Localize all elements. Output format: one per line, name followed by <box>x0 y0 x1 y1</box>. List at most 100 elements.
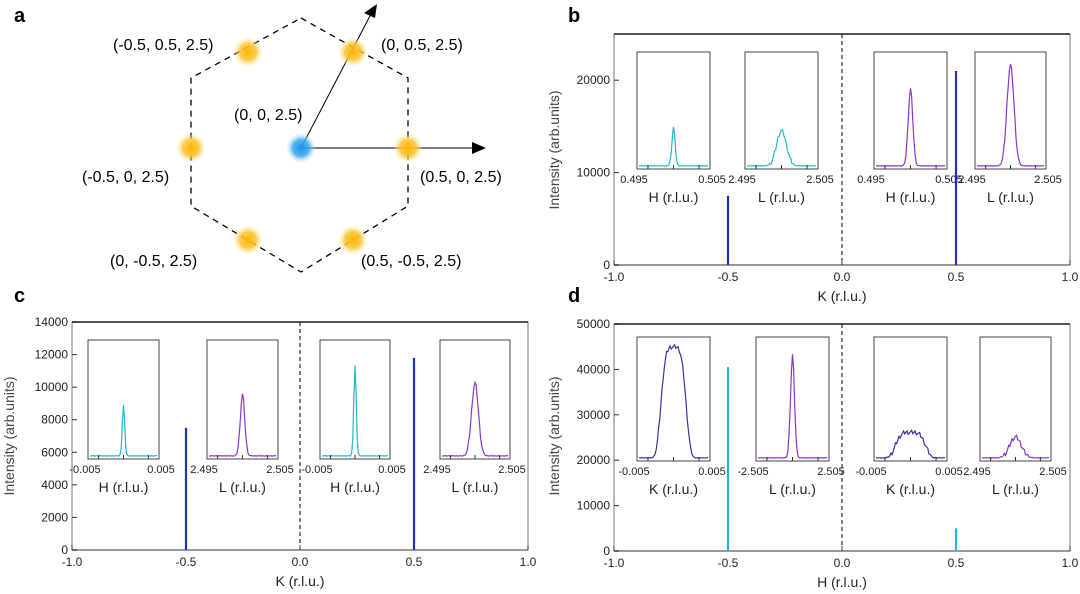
y-axis-label: Intensity (arb.units) <box>546 90 562 209</box>
x-tick-label: -0.5 <box>718 556 739 570</box>
inset-peak-curve <box>982 434 1050 459</box>
x-tick-label: 0.0 <box>834 556 851 570</box>
x-tick-label: 0.0 <box>292 555 309 569</box>
inset-tick-label: 2.495 <box>958 174 986 186</box>
x-axis-label: H (r.l.u.) <box>817 574 867 590</box>
inset-peak-curve <box>977 63 1045 167</box>
y-tick-label: 20000 <box>577 453 611 467</box>
x-axis-label: K (r.l.u.) <box>275 573 324 589</box>
panel-letter-a: a <box>14 5 26 27</box>
inset-frame <box>206 339 279 460</box>
inset-x-label: K (r.l.u.) <box>886 481 935 497</box>
y-tick-label: 4000 <box>41 478 68 492</box>
inset-frame <box>319 339 391 460</box>
inset-tick-label: 2.505 <box>498 464 526 476</box>
inset-x-label: L (r.l.u.) <box>452 479 499 495</box>
y-tick-label: 20000 <box>577 73 611 87</box>
inset-tick-label: 0.005 <box>935 466 963 478</box>
chart-panel-d: -1.0 -0.5 0.0 0.5 1.0 H (r.l.u.) 0 10000 20000 30… <box>546 317 1079 590</box>
x-tick-label: 1.0 <box>1062 556 1079 570</box>
y-axis-label: Intensity (arb.units) <box>546 376 562 495</box>
inset-x-label: H (r.l.u.) <box>886 189 936 205</box>
inset-tick-label: -0.005 <box>855 466 886 478</box>
inset-x-label: H (r.l.u.) <box>649 189 699 205</box>
bragg-spot-origin <box>286 133 316 163</box>
bragg-spot <box>393 133 423 163</box>
inset-peak-curve <box>747 129 817 167</box>
brillouin-hexagon <box>190 17 409 273</box>
inset-peak-curve <box>442 380 509 457</box>
inset-frame <box>873 336 948 462</box>
y-tick-label: 40000 <box>577 362 611 376</box>
axis-arrowhead-horizontal <box>472 142 486 154</box>
inset-x-label: L (r.l.u.) <box>769 481 816 497</box>
inset-x-label: L (r.l.u.) <box>987 189 1034 205</box>
inset-tick-label: 2.505 <box>817 466 845 478</box>
y-tick-label: 0 <box>61 543 68 557</box>
inset-peak-curve <box>639 343 709 459</box>
y-tick-label: 0 <box>603 258 610 272</box>
bragg-spot <box>338 37 368 67</box>
chart-panel-b: -1.0 -0.5 0.0 0.5 1.0 K (r.l.u.) 0 10000 20000 In… <box>546 33 1079 304</box>
x-tick-label: 1.0 <box>520 555 537 569</box>
panel-letter-b: b <box>568 5 580 27</box>
inset-x-label: L (r.l.u.) <box>758 189 805 205</box>
bragg-spot <box>233 37 263 67</box>
y-tick-label: 10000 <box>577 499 611 513</box>
spot-label: (0.5, -0.5, 2.5) <box>361 253 462 270</box>
y-tick-label: 8000 <box>41 413 68 427</box>
inset-x-label: H (r.l.u.) <box>99 479 149 495</box>
inset-frame <box>87 339 160 460</box>
y-tick-label: 2000 <box>41 510 68 524</box>
inset-x-label: H (r.l.u.) <box>330 479 380 495</box>
bragg-spot <box>176 133 206 163</box>
x-axis-label: K (r.l.u.) <box>817 288 866 304</box>
panel-letter-c: c <box>14 285 25 307</box>
inset-tick-label: 2.495 <box>963 466 991 478</box>
bragg-spot <box>233 225 263 255</box>
inset-tick-label: 2.505 <box>1039 466 1067 478</box>
inset-plot: 0.495 0.505 H (r.l.u.) <box>620 51 726 205</box>
inset-tick-label: 2.505 <box>806 174 834 186</box>
inset-frame <box>636 336 711 462</box>
x-tick-label: -1.0 <box>62 555 83 569</box>
inset-plot: -0.005 0.005 H (r.l.u.) <box>69 339 175 495</box>
inset-frame <box>439 339 511 460</box>
inset-frame <box>744 51 819 170</box>
spot-label: (0, 0, 2.5) <box>234 107 302 124</box>
inset-plot: -0.005 0.005 H (r.l.u.) <box>301 339 406 495</box>
spot-label: (-0.5, 0, 2.5) <box>82 169 169 186</box>
spot-label: (-0.5, 0.5, 2.5) <box>113 37 214 54</box>
spot-label: (0.5, 0, 2.5) <box>420 169 502 186</box>
inset-x-label: L (r.l.u.) <box>219 479 266 495</box>
inset-tick-label: -0.005 <box>69 464 100 476</box>
inset-tick-label: 2.505 <box>266 464 294 476</box>
inset-tick-label: -0.005 <box>301 464 332 476</box>
inset-peak-curve <box>209 393 277 457</box>
spot-label: (0, 0.5, 2.5) <box>381 37 463 54</box>
inset-peak-curve <box>758 354 828 459</box>
inset-frame <box>974 51 1047 170</box>
inset-plot: 0.495 0.505 H (r.l.u.) <box>857 51 963 205</box>
x-tick-label: -0.5 <box>718 270 739 284</box>
inset-frame <box>636 51 711 170</box>
inset-frame <box>979 336 1052 462</box>
panel-a-lattice: (-0.5, 0.5, 2.5) (0, 0.5, 2.5) (-0.5, 0,… <box>82 4 502 273</box>
chart-panel-c: -1.0 -0.5 0.0 0.5 1.0 K (r.l.u.) 0 2000 4000 6000… <box>1 315 537 589</box>
axis-arrow-diagonal <box>300 13 372 149</box>
inset-tick-label: 0.005 <box>147 464 175 476</box>
y-tick-label: 0 <box>603 544 610 558</box>
inset-tick-label: 2.495 <box>190 464 218 476</box>
inset-peak-curve <box>322 365 389 457</box>
y-tick-label: 6000 <box>41 445 68 459</box>
axis-arrowhead-diagonal <box>364 4 377 18</box>
y-tick-label: 14000 <box>35 315 69 329</box>
inset-tick-label: 2.495 <box>728 174 756 186</box>
inset-tick-label: 2.505 <box>1034 174 1062 186</box>
y-tick-label: 30000 <box>577 408 611 422</box>
charts-layer: -1.0 -0.5 0.0 0.5 1.0K (r.l.u.)01000020000In… <box>1 33 1079 590</box>
